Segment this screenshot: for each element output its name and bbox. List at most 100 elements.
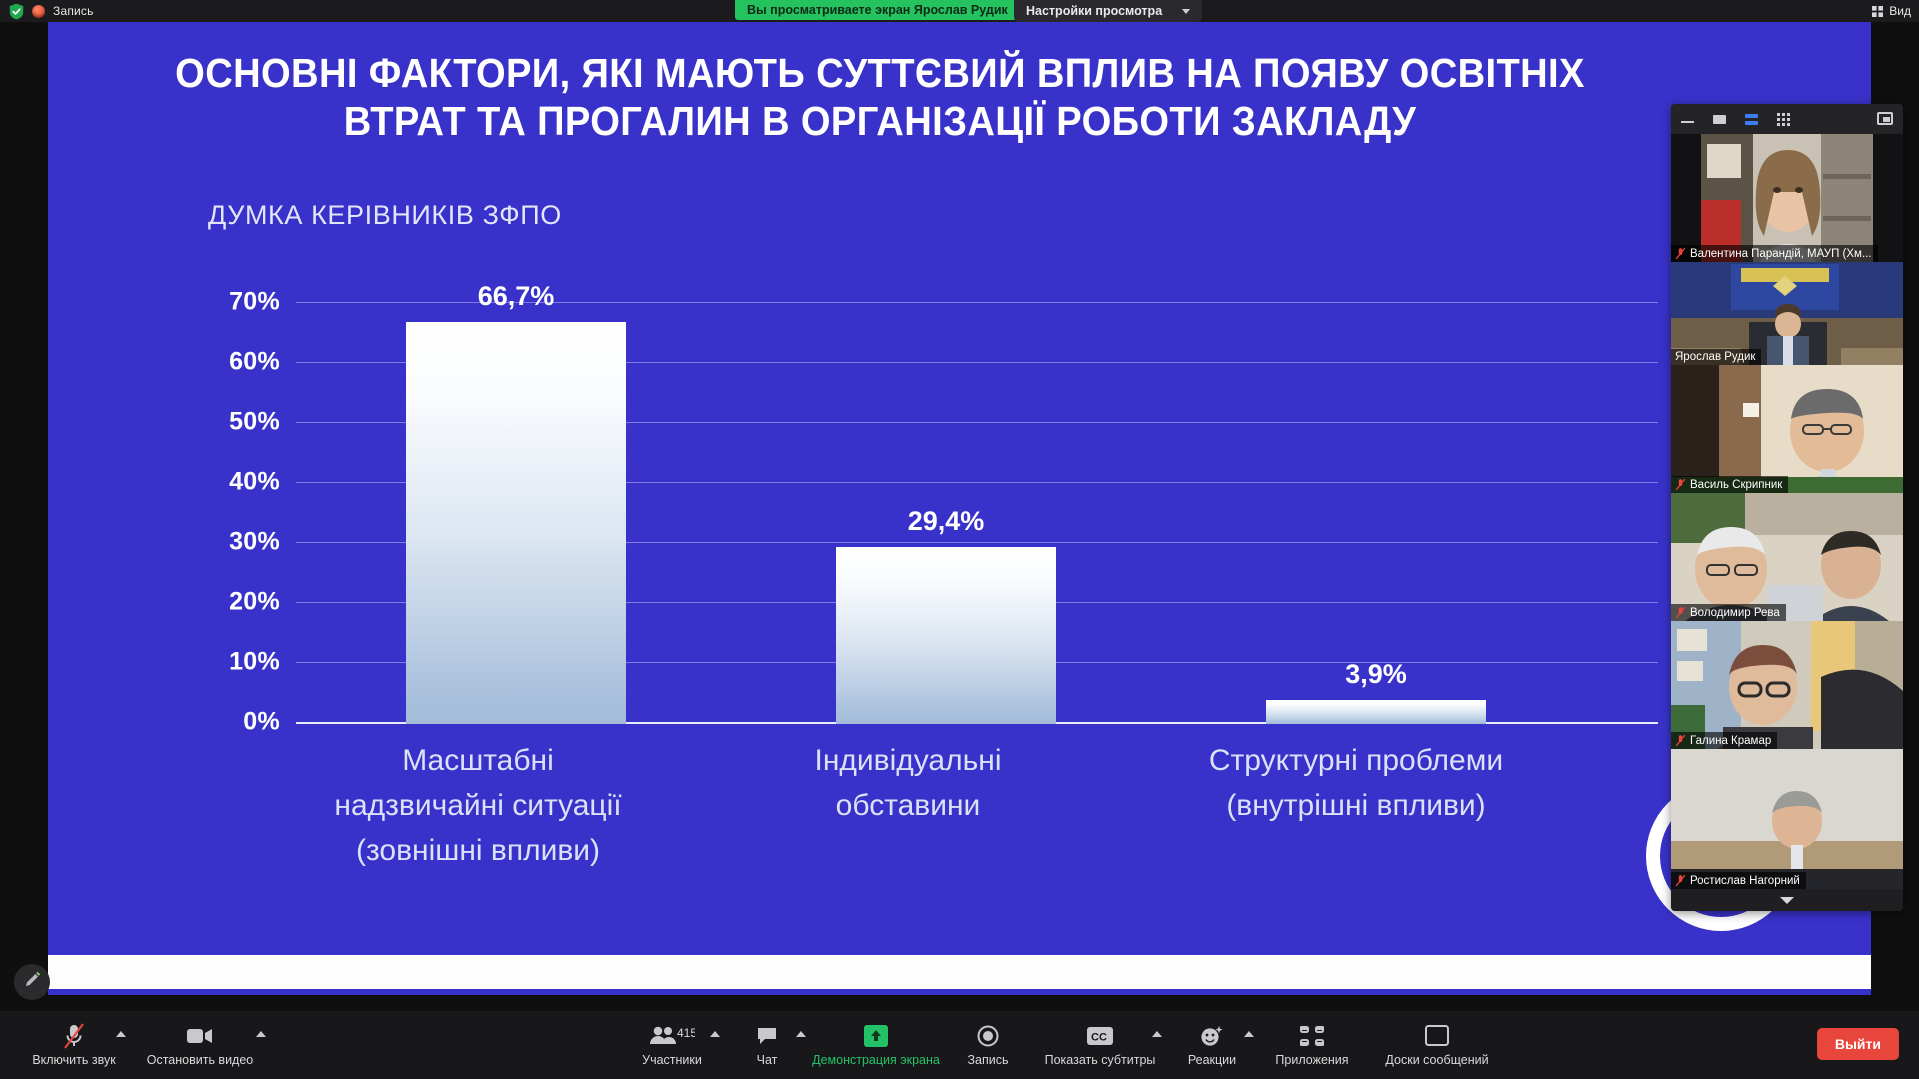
x-label-1-line3: (зовнішні впливи) bbox=[355, 834, 601, 867]
participant-name: Галина Крамар bbox=[1690, 734, 1772, 747]
gridline-30 bbox=[296, 542, 1658, 543]
maximize-icon[interactable] bbox=[1713, 112, 1727, 126]
share-screen-button[interactable]: Демонстрация экрана bbox=[810, 1011, 942, 1079]
view-mode-button[interactable]: Вид bbox=[1872, 0, 1911, 22]
participant-video bbox=[1671, 749, 1903, 889]
y-tick-0: 0% bbox=[243, 707, 280, 736]
share-screen-button-label: Демонстрация экрана bbox=[812, 1052, 940, 1067]
microphone-muted-icon bbox=[1675, 734, 1686, 747]
participant-name: Василь Скрипник bbox=[1690, 478, 1783, 491]
x-label-3: Структурні проблеми (внутрішні впливи) bbox=[1156, 738, 1556, 828]
x-label-1-line2: надзвичайні ситуації bbox=[334, 789, 622, 822]
view-mode-label: Вид bbox=[1889, 4, 1911, 18]
video-tile[interactable]: Ростислав Нагорний bbox=[1671, 749, 1903, 889]
bar-column-2: 29,4% bbox=[836, 272, 1056, 724]
reactions-button[interactable]: Реакции bbox=[1166, 1011, 1258, 1079]
svg-text:415: 415 bbox=[677, 1026, 695, 1040]
record-button[interactable]: Запись bbox=[942, 1011, 1034, 1079]
bar-1[interactable] bbox=[406, 322, 626, 724]
participants-icon: 415 bbox=[649, 1024, 695, 1048]
plot-area: 66,7% 29,4% 3,9% bbox=[296, 272, 1658, 724]
record-icon bbox=[977, 1024, 999, 1048]
y-tick-40: 40% bbox=[229, 467, 280, 496]
participants-button[interactable]: 415 Участники bbox=[620, 1011, 724, 1079]
participant-name-badge: Ярослав Рудик bbox=[1671, 349, 1762, 365]
chat-button[interactable]: Чат bbox=[724, 1011, 810, 1079]
participant-name-badge: Володимир Рева bbox=[1671, 604, 1786, 621]
video-tile[interactable]: Володимир Рева bbox=[1671, 493, 1903, 621]
apps-icon bbox=[1300, 1024, 1324, 1048]
participant-name-badge: Галина Крамар bbox=[1671, 732, 1778, 749]
shield-check-icon bbox=[9, 3, 24, 20]
minimize-icon[interactable] bbox=[1681, 112, 1695, 126]
bar-3[interactable] bbox=[1266, 700, 1486, 724]
whiteboard-button-label: Доски сообщений bbox=[1385, 1052, 1489, 1067]
filmstrip-header bbox=[1671, 104, 1903, 134]
bar-chart: 70% 60% 50% 40% 30% 20% 10% 0% bbox=[208, 272, 1658, 867]
chevron-up-icon[interactable] bbox=[1244, 1031, 1254, 1037]
slide-bottom-strip bbox=[48, 955, 1871, 989]
chevron-up-icon[interactable] bbox=[710, 1031, 720, 1037]
x-label-3-line2: (внутрішні впливи) bbox=[1226, 789, 1486, 822]
chevron-up-icon[interactable] bbox=[256, 1031, 266, 1037]
picture-in-picture-icon[interactable] bbox=[1877, 112, 1893, 125]
split-view-icon[interactable] bbox=[1745, 112, 1759, 126]
mute-button[interactable]: Включить звук bbox=[18, 1011, 130, 1079]
bar-2[interactable] bbox=[836, 547, 1056, 724]
x-label-2-line2: обставини bbox=[835, 789, 981, 822]
view-settings-label: Настройки просмотра bbox=[1026, 4, 1163, 18]
mute-button-label: Включить звук bbox=[32, 1052, 116, 1067]
chevron-up-icon[interactable] bbox=[796, 1031, 806, 1037]
shared-screen-stage: ОСНОВНІ ФАКТОРИ, ЯКІ МАЮТЬ СУТТЄВИЙ ВПЛИ… bbox=[48, 22, 1871, 995]
video-tile[interactable]: Ярослав Рудик bbox=[1671, 262, 1903, 365]
annotate-button[interactable] bbox=[14, 964, 50, 1000]
svg-text:CC: CC bbox=[1091, 1031, 1107, 1043]
toolbar-left-group: Включить звук Остановить видео bbox=[18, 1011, 270, 1079]
microphone-muted-icon bbox=[1675, 247, 1686, 260]
grid-view-icon[interactable] bbox=[1777, 112, 1791, 126]
participants-filmstrip: Валентина Парандій, МАУП (Хм... bbox=[1671, 104, 1903, 911]
participant-name-badge: Василь Скрипник bbox=[1671, 476, 1789, 493]
participant-video bbox=[1671, 365, 1903, 493]
y-axis-labels: 70% 60% 50% 40% 30% 20% 10% 0% bbox=[208, 272, 280, 736]
record-dot-icon[interactable] bbox=[32, 4, 45, 18]
toolbar-center-group: 415 Участники Чат bbox=[620, 1011, 1508, 1079]
participant-name: Ростислав Нагорний bbox=[1690, 874, 1800, 887]
participants-button-label: Участники bbox=[642, 1052, 702, 1067]
video-tile[interactable]: Василь Скрипник bbox=[1671, 365, 1903, 493]
x-label-1-line1: Масштабні bbox=[402, 744, 554, 777]
record-button-label: Запись bbox=[967, 1052, 1009, 1067]
chevron-up-icon[interactable] bbox=[116, 1031, 126, 1037]
participant-name-badge: Ростислав Нагорний bbox=[1671, 872, 1806, 889]
bar-column-1: 66,7% bbox=[406, 272, 626, 724]
y-tick-30: 30% bbox=[229, 527, 280, 556]
x-label-1: Масштабні надзвичайні ситуації (зовнішні… bbox=[298, 738, 658, 873]
microphone-muted-icon bbox=[1675, 478, 1686, 491]
bars-group: 66,7% 29,4% 3,9% bbox=[296, 272, 1658, 724]
participant-name: Валентина Парандій, МАУП (Хм... bbox=[1690, 247, 1872, 260]
video-camera-icon bbox=[187, 1024, 213, 1048]
view-settings-button[interactable]: Настройки просмотра bbox=[1014, 0, 1203, 22]
chevron-up-icon[interactable] bbox=[1152, 1031, 1162, 1037]
y-tick-10: 10% bbox=[229, 647, 280, 676]
top-bar-left-group: Запись bbox=[0, 0, 128, 22]
chevron-down-icon bbox=[1182, 8, 1191, 14]
reactions-button-label: Реакции bbox=[1187, 1052, 1237, 1067]
leave-meeting-button[interactable]: Выйти bbox=[1816, 1028, 1899, 1060]
filmstrip-show-more-button[interactable] bbox=[1671, 889, 1903, 911]
bar-value-3: 3,9% bbox=[1345, 659, 1407, 689]
apps-button[interactable]: Приложения bbox=[1258, 1011, 1366, 1079]
participant-name: Ярослав Рудик bbox=[1675, 351, 1756, 363]
grid-view-icon bbox=[1872, 5, 1884, 17]
reactions-icon bbox=[1200, 1024, 1224, 1048]
apps-button-label: Приложения bbox=[1275, 1052, 1349, 1067]
y-tick-70: 70% bbox=[229, 287, 280, 316]
captions-button[interactable]: CC Показать субтитры bbox=[1034, 1011, 1166, 1079]
chevron-down-icon bbox=[1780, 896, 1794, 904]
stop-video-button[interactable]: Остановить видео bbox=[130, 1011, 270, 1079]
whiteboard-button[interactable]: Доски сообщений bbox=[1366, 1011, 1508, 1079]
video-tile[interactable]: Валентина Парандій, МАУП (Хм... bbox=[1671, 134, 1903, 262]
captions-button-label: Показать субтитры bbox=[1044, 1052, 1156, 1067]
video-tile[interactable]: Галина Крамар bbox=[1671, 621, 1903, 749]
x-label-3-line1: Структурні проблеми bbox=[1208, 744, 1504, 777]
